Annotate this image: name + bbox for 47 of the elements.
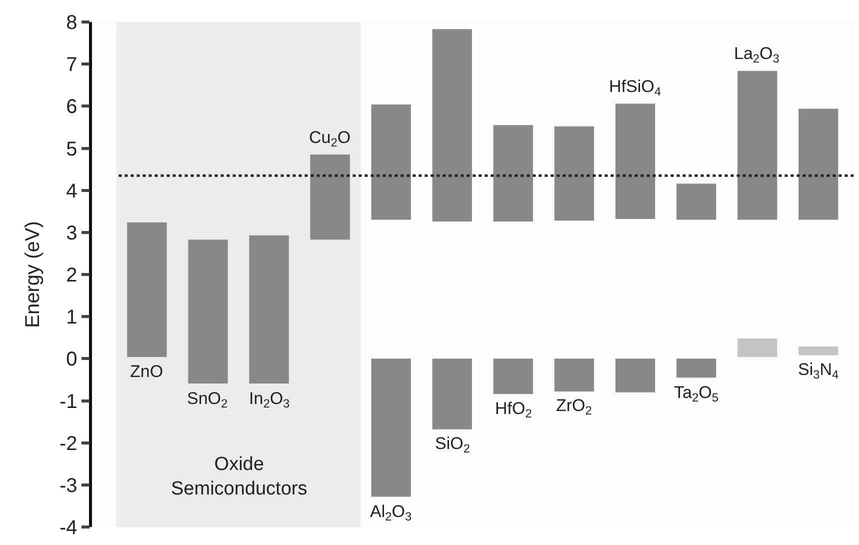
bar	[188, 240, 228, 384]
y-tick-label: 1	[66, 306, 78, 329]
bar	[676, 184, 716, 220]
bar	[249, 235, 289, 384]
annotation: Al$_{2}$O$_{3}$	[370, 502, 412, 524]
y-tick-label: 7	[66, 54, 78, 76]
annotation: Cu$_{2}$O	[309, 128, 351, 150]
y-tick-label: 5	[66, 138, 78, 160]
bar	[310, 154, 350, 240]
annotation: SnO$_{2}$	[187, 389, 228, 411]
annotation: Ta$_{2}$O$_{5}$	[674, 383, 719, 405]
bar	[554, 358, 594, 392]
y-tick-label: -1	[59, 390, 78, 413]
bar	[432, 358, 472, 430]
y-tick-label: 4	[66, 180, 78, 202]
bar	[676, 358, 716, 378]
y-tick-label: 8	[66, 12, 78, 34]
y-tick-label: 3	[66, 222, 78, 244]
y-tick-label: -2	[59, 432, 78, 455]
y-tick-label: -3	[59, 474, 78, 497]
annotation: In$_{2}$O$_{3}$	[249, 389, 290, 411]
bar	[798, 108, 838, 220]
bar	[554, 126, 594, 221]
annotation: HfSiO$_{4}$	[609, 77, 662, 99]
bar	[798, 346, 838, 356]
annotation: Oxide Semiconductors	[171, 454, 308, 500]
bar	[432, 29, 472, 222]
bar	[493, 358, 534, 394]
bar	[738, 70, 778, 220]
annotation: HfO$_{2}$	[495, 399, 532, 421]
annotation: Si$_{3}$N$_{4}$	[798, 360, 840, 382]
bar	[615, 358, 656, 392]
y-tick-label: 2	[66, 264, 78, 286]
bar	[127, 222, 167, 357]
y-tick-label: 0	[66, 348, 78, 371]
bar	[371, 104, 411, 220]
bar	[738, 338, 778, 357]
bar	[371, 358, 411, 497]
annotation: SiO$_{2}$	[435, 434, 470, 456]
annotation: ZrO$_{2}$	[556, 396, 592, 418]
annotation: ZnO	[130, 362, 164, 381]
y-tick-label: -4	[59, 517, 78, 539]
y-tick-label: 6	[66, 96, 78, 118]
bar	[493, 125, 534, 222]
annotation: La$_{2}$O$_{3}$	[734, 44, 780, 66]
y-axis-title: Energy (eV)	[22, 221, 44, 328]
bar	[615, 104, 656, 219]
